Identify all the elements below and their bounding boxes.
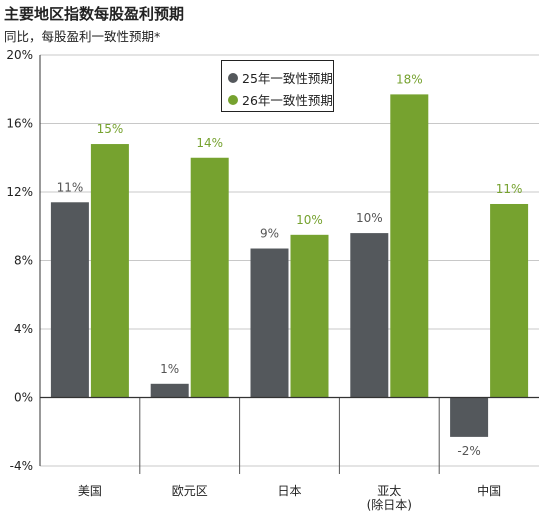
- x-tick-label: 日本: [277, 484, 301, 498]
- y-tick-label: 8%: [14, 254, 33, 268]
- legend-dot-2025-icon: [228, 72, 238, 83]
- bar: [90, 144, 129, 398]
- chart-subtitle: 同比，每股盈利一致性预期*: [4, 29, 161, 44]
- legend-label-2025: 25年一致性预期: [242, 71, 333, 86]
- bar: [490, 203, 529, 398]
- y-tick-label: 20%: [6, 48, 33, 62]
- bar: [50, 202, 89, 398]
- x-tick-label: 欧元区: [172, 484, 208, 498]
- y-tick-label: 4%: [14, 322, 33, 336]
- bar: [350, 233, 389, 398]
- x-tick-label: (除日本): [367, 497, 412, 512]
- data-label: 11%: [496, 182, 523, 196]
- legend: 25年一致性预期 26年一致性预期: [221, 60, 334, 112]
- y-tick-label: 16%: [6, 117, 33, 131]
- data-label: 10%: [296, 213, 323, 227]
- bar: [190, 157, 229, 398]
- bar: [250, 248, 289, 398]
- x-tick-label: 美国: [78, 484, 102, 498]
- bar: [290, 234, 329, 398]
- data-label: -2%: [457, 444, 480, 458]
- legend-dot-2026-icon: [228, 94, 238, 105]
- data-label: 10%: [356, 211, 383, 225]
- data-label: 14%: [196, 136, 223, 150]
- data-label: 15%: [97, 122, 124, 136]
- data-label: 18%: [396, 72, 423, 86]
- data-label: 11%: [57, 180, 84, 194]
- legend-item-2025: 25年一致性预期: [228, 68, 333, 87]
- bar: [390, 94, 429, 398]
- x-tick-label: 亚太: [377, 483, 401, 498]
- x-tick-label: 中国: [477, 483, 501, 498]
- y-tick-label: 0%: [14, 391, 33, 405]
- data-label: 1%: [160, 362, 179, 376]
- legend-item-2026: 26年一致性预期: [228, 90, 333, 109]
- y-tick-label: 12%: [6, 185, 33, 199]
- bar: [150, 383, 189, 398]
- legend-label-2026: 26年一致性预期: [242, 93, 333, 108]
- bar: [450, 397, 489, 437]
- y-tick-label: -4%: [10, 459, 33, 473]
- chart-title: 主要地区指数每股盈利预期: [4, 5, 185, 23]
- data-label: 9%: [260, 227, 279, 241]
